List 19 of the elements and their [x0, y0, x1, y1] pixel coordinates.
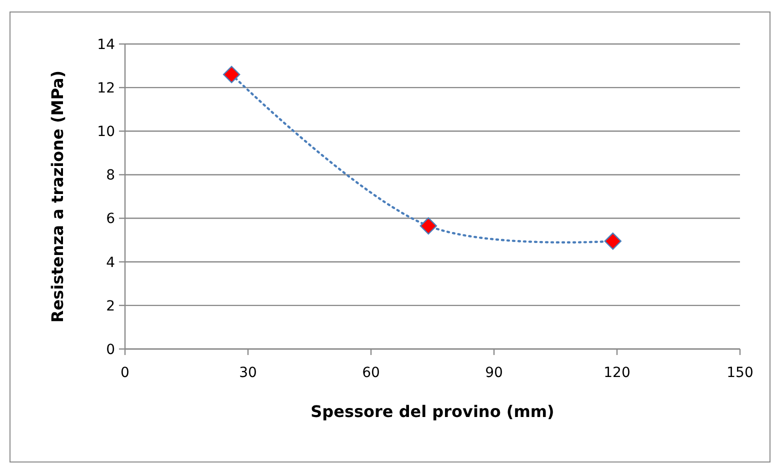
y-axis-title: Resistenza a trazione (MPa) [48, 70, 67, 323]
y-tick-label: 14 [97, 36, 116, 53]
y-tick-label: 12 [97, 80, 115, 96]
x-axis-title: Spessore del provino (mm) [310, 402, 554, 421]
y-tick-label: 8 [106, 168, 115, 184]
x-tick-label: 30 [239, 365, 257, 381]
y-tick-label: 10 [97, 124, 115, 140]
y-tick-label: 2 [106, 298, 115, 314]
point [604, 232, 622, 250]
x-tick-label: 0 [120, 365, 130, 381]
y-tick-label: 4 [106, 254, 116, 271]
x-tick-label: 60 [362, 365, 380, 381]
point [420, 217, 437, 235]
x-tick-label: 90 [485, 365, 503, 381]
point [223, 66, 240, 84]
x-tick-label: 150 [726, 365, 754, 381]
y-tick-label: 0 [106, 342, 115, 358]
y-tick-label: 6 [106, 211, 116, 228]
x-tick-label: 120 [604, 365, 630, 381]
